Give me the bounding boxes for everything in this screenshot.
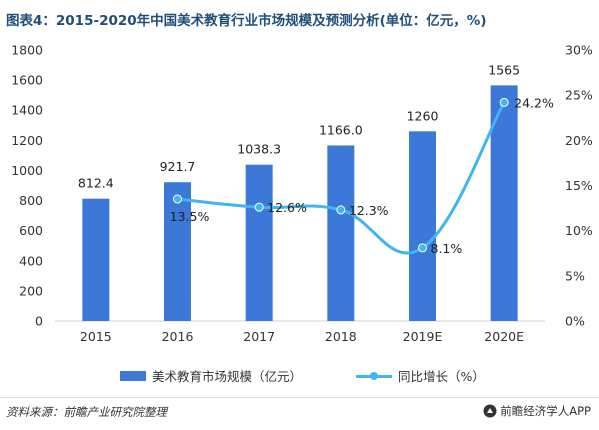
brand-mark: 前瞻经济学人APP <box>483 403 591 419</box>
category-label: 2020E <box>484 329 524 344</box>
chart-title: 图表4：2015-2020年中国美术教育行业市场规模及预测分析(单位：亿元，%) <box>6 13 487 29</box>
bar <box>82 198 110 321</box>
right-axis-tick-label: 0% <box>565 314 585 329</box>
legend-line-label: 同比增长（%） <box>398 369 485 384</box>
left-axis-tick-label: 1800 <box>11 43 43 58</box>
legend-item-bar: 美术教育市场规模（亿元） <box>120 366 302 385</box>
source-note: 资料来源：前瞻产业研究院整理 <box>6 405 167 419</box>
left-axis-tick-label: 1600 <box>11 73 43 88</box>
right-axis-tick-label: 15% <box>565 178 593 193</box>
left-axis-tick-label: 1200 <box>11 133 43 148</box>
bar-value-label: 921.7 <box>160 159 196 174</box>
legend-bar-swatch <box>120 370 146 381</box>
line-point <box>254 202 264 212</box>
bar <box>409 131 436 321</box>
category-label: 2018 <box>325 329 357 344</box>
left-axis-tick-label: 0 <box>35 314 43 329</box>
line-value-label: 13.5% <box>170 209 210 224</box>
right-axis-tick-label: 25% <box>565 88 593 103</box>
line-point <box>336 205 346 215</box>
line-value-label: 12.3% <box>349 203 389 218</box>
bar-value-label: 812.4 <box>78 176 114 191</box>
left-axis-tick-label: 1000 <box>11 163 43 178</box>
bar-value-label: 1166.0 <box>319 122 363 137</box>
left-axis-tick-label: 1400 <box>11 103 43 118</box>
category-label: 2016 <box>162 329 194 344</box>
growth-line <box>177 101 506 255</box>
line-point <box>173 194 182 204</box>
left-axis-tick-label: 600 <box>19 223 43 238</box>
line-point <box>499 97 509 107</box>
right-axis-tick-label: 30% <box>565 43 593 58</box>
brand-label: 前瞻经济学人APP <box>500 404 591 418</box>
legend-bar-label: 美术教育市场规模（亿元） <box>152 369 303 384</box>
bar <box>490 85 518 321</box>
bar-value-label: 1038.3 <box>237 142 281 157</box>
bar-value-label: 1565 <box>488 62 520 77</box>
right-axis-tick-label: 5% <box>565 268 585 283</box>
line-point <box>418 243 427 253</box>
category-label: 2015 <box>80 329 112 344</box>
bar <box>327 145 355 321</box>
brand-logo-icon <box>483 404 497 418</box>
category-label: 2019E <box>403 329 443 344</box>
chart-plot: 0 200 400 600 800 1000 1200 1400 1600 1800 0% 5% 10%… <box>11 43 593 345</box>
right-axis-tick-label: 20% <box>565 133 593 148</box>
chart-legend: 美术教育市场规模（亿元） 同比增长（%） <box>0 366 599 384</box>
line-value-label: 24.2% <box>514 95 554 110</box>
bar-value-label: 1260 <box>407 108 439 123</box>
line-value-label: 12.6% <box>267 200 307 215</box>
bar <box>164 182 191 321</box>
line-value-label: 8.1% <box>431 241 463 256</box>
footer-divider <box>0 397 599 398</box>
legend-item-line: 同比增长（%） <box>356 366 485 385</box>
left-axis-tick-label: 400 <box>19 253 43 268</box>
left-axis-tick-label: 800 <box>19 193 43 208</box>
bar <box>245 164 273 321</box>
left-axis-tick-label: 200 <box>19 283 43 298</box>
legend-line-swatch <box>356 371 392 381</box>
category-label: 2017 <box>243 329 275 344</box>
right-axis-tick-label: 10% <box>565 223 593 238</box>
